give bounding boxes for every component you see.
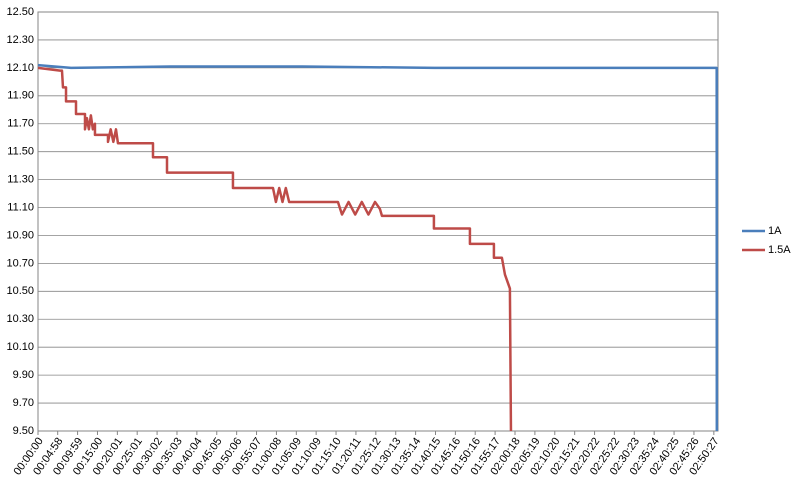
y-tick-label: 9.90 bbox=[13, 369, 34, 381]
series-line bbox=[37, 63, 719, 432]
y-tick-label: 12.10 bbox=[6, 62, 34, 74]
legend-label: 1.5A bbox=[768, 244, 791, 256]
y-tick-label: 9.50 bbox=[13, 425, 34, 437]
legend-label: 1A bbox=[768, 225, 782, 237]
y-tick-label: 11.30 bbox=[7, 174, 34, 186]
plot-border bbox=[37, 11, 719, 432]
y-tick-label: 10.30 bbox=[6, 313, 34, 325]
y-tick-label: 11.10 bbox=[7, 201, 34, 213]
y-tick-label: 10.50 bbox=[6, 285, 34, 297]
y-tick-label: 11.50 bbox=[7, 146, 34, 158]
y-tick-label: 9.70 bbox=[13, 397, 34, 409]
y-tick-label: 10.10 bbox=[6, 341, 34, 353]
y-tick-label: 12.50 bbox=[6, 6, 34, 18]
y-tick-label: 11.90 bbox=[7, 90, 34, 102]
y-tick-label: 10.90 bbox=[6, 229, 34, 241]
y-tick-label: 10.70 bbox=[6, 257, 34, 269]
y-tick-label: 12.30 bbox=[6, 34, 34, 46]
series-line bbox=[37, 66, 513, 432]
y-tick-label: 11.70 bbox=[7, 118, 34, 130]
